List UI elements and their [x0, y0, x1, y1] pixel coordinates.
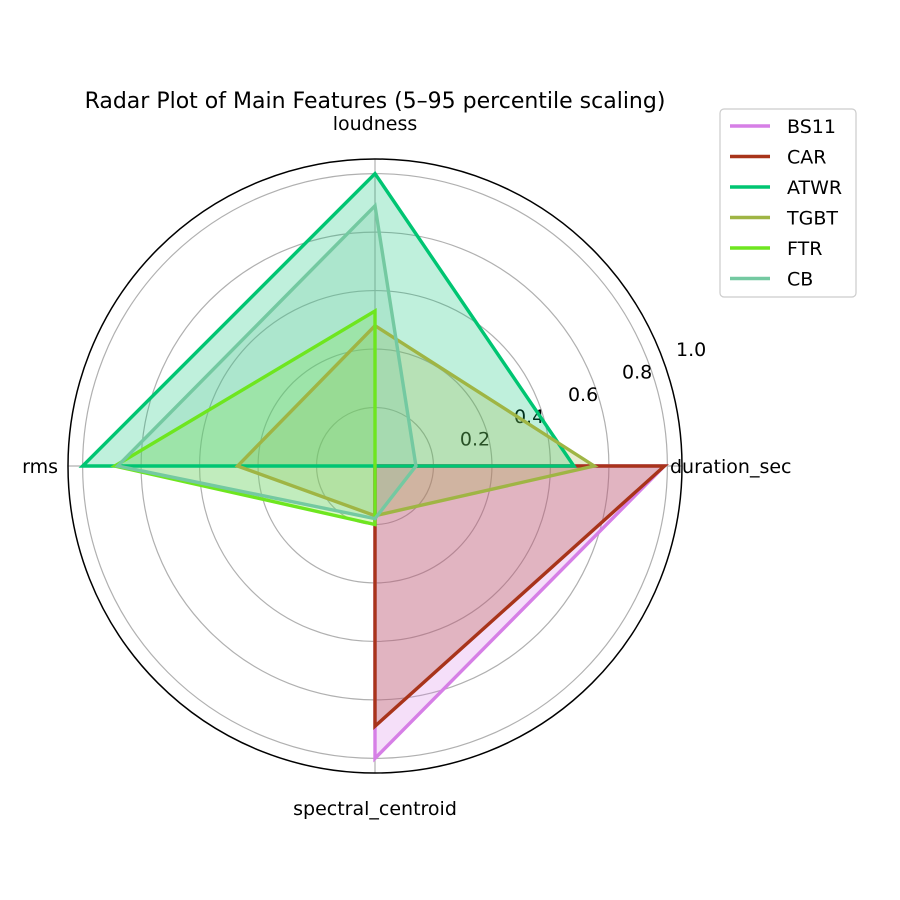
- r-tick-label: 0.6: [568, 384, 598, 406]
- series-line-atwr: [78, 170, 578, 468]
- series-line-tgbt: [234, 323, 599, 518]
- series-fill-atwr: [82, 173, 574, 466]
- axis-label-duration-sec: duration_sec: [670, 456, 792, 478]
- legend-label: CAR: [787, 147, 826, 169]
- series-line-ftr: [110, 308, 377, 527]
- series-fill-tgbt: [237, 325, 595, 516]
- axis-labels: duration_sec loudness rms spectral_centroid: [22, 113, 791, 820]
- chart-title: Radar Plot of Main Features (5–95 percen…: [85, 89, 666, 114]
- legend-label: FTR: [787, 238, 822, 260]
- outer-frame: [67, 158, 683, 774]
- series-fill-ftr: [114, 311, 375, 525]
- legend-label: TGBT: [786, 208, 838, 230]
- axis-label-rms: rms: [22, 456, 58, 478]
- r-tick-label: 1.0: [676, 339, 706, 361]
- axis-label-loudness: loudness: [333, 113, 418, 135]
- legend-label: BS11: [787, 116, 836, 138]
- legend-label: ATWR: [787, 177, 842, 199]
- legend: BS11 CAR ATWR TGBT FTR CB: [719, 108, 857, 298]
- series-lines: [78, 170, 669, 763]
- series-fill-cb: [117, 205, 416, 519]
- r-tick-label: 0.8: [622, 361, 652, 383]
- legend-label: CB: [787, 269, 813, 291]
- r-tick-label: 0.2: [460, 429, 490, 451]
- axis-label-spectral-centroid: spectral_centroid: [293, 798, 457, 820]
- series-line-cb: [114, 202, 418, 521]
